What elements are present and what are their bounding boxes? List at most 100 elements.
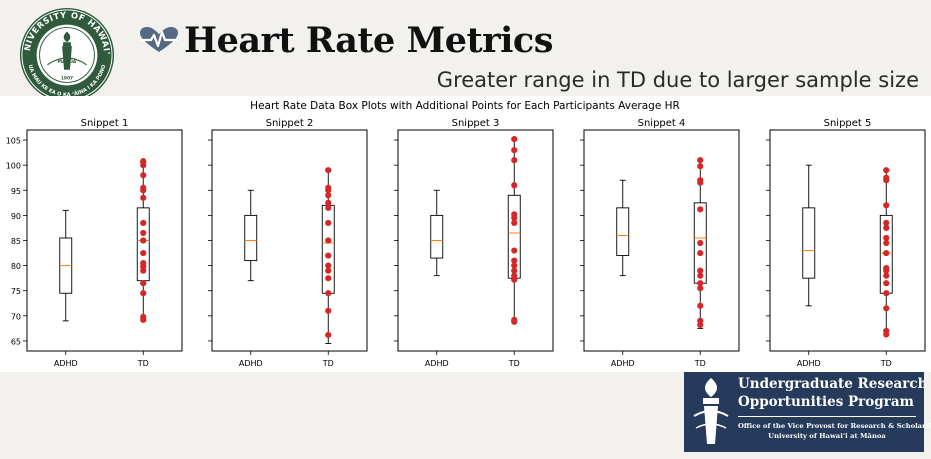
- data-point: [140, 172, 147, 179]
- y-tick-label: 105: [6, 137, 21, 146]
- data-point: [511, 211, 518, 218]
- panel-title: Snippet 4: [638, 118, 686, 129]
- y-tick-label: 70: [11, 312, 21, 321]
- data-point: [511, 247, 518, 254]
- box-iqr: [802, 207, 816, 279]
- y-tick-label: 95: [11, 187, 21, 196]
- data-point: [697, 239, 704, 247]
- urop-office-text: Office of the Vice Provost for Research …: [738, 422, 931, 430]
- y-tick-label: 90: [11, 212, 21, 221]
- data-point: [511, 257, 518, 264]
- data-point: [511, 157, 518, 164]
- x-tick-label: ADHD: [54, 359, 78, 368]
- data-point: [697, 157, 704, 164]
- data-point: [697, 285, 704, 292]
- panel-frame: [26, 129, 183, 352]
- university-seal-logo: UNIVERSITY OF HAWAI'I UA MAU KE EA O KA …: [18, 6, 115, 103]
- data-point: [883, 305, 890, 312]
- page-header: Heart Rate Metrics: [138, 14, 553, 66]
- data-point: [325, 307, 332, 314]
- data-point: [697, 272, 704, 279]
- data-point: [325, 275, 332, 282]
- chart-title: Heart Rate Data Box Plots with Additiona…: [250, 100, 680, 112]
- y-tick-label: 65: [11, 337, 21, 346]
- data-point: [511, 219, 518, 227]
- data-point: [325, 331, 332, 339]
- x-tick-label: ADHD: [425, 359, 449, 368]
- torch-icon: [693, 378, 729, 444]
- x-tick-label: TD: [322, 359, 334, 368]
- panel-title: Snippet 2: [266, 118, 314, 129]
- page-title: Heart Rate Metrics: [184, 19, 553, 61]
- data-point: [511, 316, 518, 323]
- panel-frame: [397, 129, 554, 352]
- urop-university-text: University of Hawaiʻi at Mānoa: [768, 432, 886, 440]
- data-point: [325, 262, 332, 269]
- data-point: [140, 290, 147, 297]
- data-point: [697, 267, 704, 274]
- data-point: [697, 177, 704, 184]
- data-point: [697, 206, 704, 213]
- data-point: [325, 167, 332, 174]
- data-point: [511, 182, 518, 189]
- data-point: [140, 229, 147, 237]
- x-tick-label: TD: [880, 359, 892, 368]
- data-point: [325, 219, 332, 227]
- data-point: [511, 262, 518, 269]
- data-point: [697, 163, 704, 170]
- box-iqr: [430, 214, 444, 259]
- data-point: [140, 280, 147, 287]
- data-point: [140, 184, 147, 191]
- data-point: [325, 204, 332, 211]
- y-tick-label: 100: [6, 162, 21, 171]
- page-subtitle: Greater range in TD due to larger sample…: [436, 68, 919, 92]
- y-tick-label: 75: [11, 287, 21, 296]
- data-point: [325, 184, 332, 191]
- panel-frame: [583, 129, 740, 352]
- data-point: [697, 280, 704, 287]
- data-point: [140, 313, 147, 320]
- data-point: [325, 267, 332, 274]
- y-tick-label: 80: [11, 262, 21, 271]
- x-tick-label: ADHD: [239, 359, 263, 368]
- urop-title-line1: Undergraduate Research: [738, 376, 928, 392]
- data-point: [883, 202, 890, 209]
- data-point: [883, 290, 890, 297]
- data-point: [325, 252, 332, 259]
- data-point: [697, 302, 704, 309]
- urop-title-line2: Opportunities Program: [738, 394, 914, 410]
- heart-pulse-icon: [140, 27, 178, 52]
- data-point: [325, 237, 332, 244]
- x-tick-label: TD: [508, 359, 520, 368]
- urop-divider: [738, 416, 916, 417]
- x-tick-label: ADHD: [611, 359, 635, 368]
- x-tick-label: ADHD: [797, 359, 821, 368]
- data-point: [511, 272, 518, 279]
- data-point: [511, 135, 518, 143]
- data-point: [883, 167, 890, 174]
- data-point: [883, 272, 890, 279]
- y-tick-label: 85: [11, 237, 21, 246]
- urop-logo: Undergraduate Research Opportunities Pro…: [684, 372, 931, 452]
- panel-title: Snippet 5: [824, 118, 872, 129]
- data-point: [140, 260, 147, 267]
- box-plot-chart: Heart Rate Data Box Plots with Additiona…: [6, 100, 926, 368]
- data-point: [883, 280, 890, 287]
- box-iqr: [616, 207, 630, 257]
- data-point: [325, 199, 332, 206]
- data-point: [140, 249, 147, 257]
- x-tick-label: TD: [694, 359, 706, 368]
- data-point: [883, 234, 890, 242]
- seal-center-text: MĀNOA: [58, 58, 77, 65]
- data-point: [883, 239, 890, 247]
- data-point: [883, 219, 890, 227]
- data-point: [883, 265, 890, 272]
- data-point: [697, 249, 704, 257]
- data-point: [140, 237, 147, 244]
- data-point: [140, 194, 147, 201]
- data-point: [883, 174, 890, 181]
- panel-frame: [211, 129, 368, 352]
- data-point: [511, 267, 518, 274]
- data-point: [511, 146, 518, 154]
- seal-year: 1907: [61, 76, 73, 82]
